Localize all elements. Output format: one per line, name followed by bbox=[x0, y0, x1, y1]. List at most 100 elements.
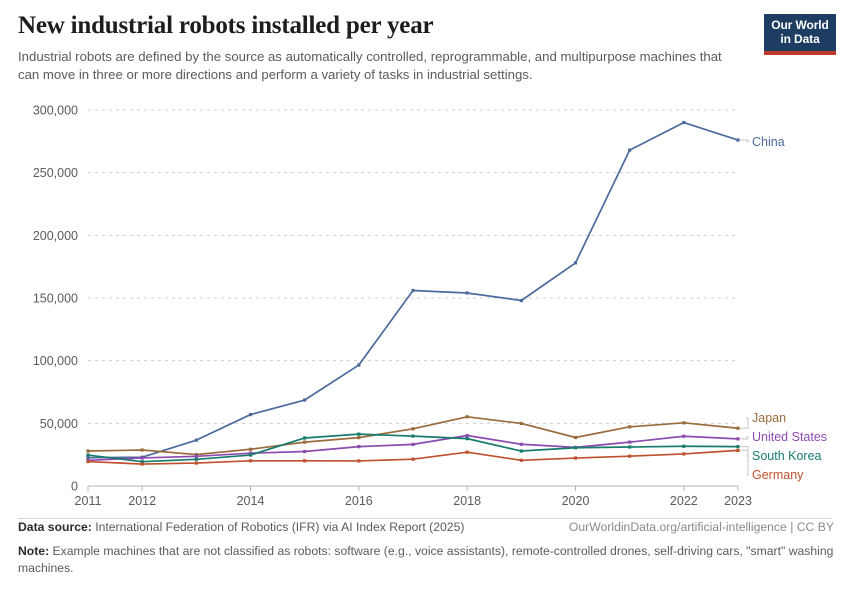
data-point[interactable] bbox=[411, 427, 415, 431]
footer-divider bbox=[18, 518, 832, 519]
data-point[interactable] bbox=[140, 460, 144, 464]
legend-connector-germany bbox=[740, 449, 749, 476]
owid-logo-line2: in Data bbox=[780, 31, 820, 46]
data-point[interactable] bbox=[465, 433, 469, 438]
series-line-south-korea[interactable] bbox=[87, 433, 739, 463]
line-chart-svg[interactable]: 0 50,000 100,000 150,000 200,000 250,000 300,0… bbox=[0, 96, 850, 509]
x-axis-tick-label: 2023 bbox=[724, 494, 752, 508]
legend-label-japan[interactable]: Japan bbox=[752, 411, 786, 425]
data-point[interactable] bbox=[86, 453, 90, 457]
data-point[interactable] bbox=[411, 457, 415, 461]
chart-header: New industrial robots installed per year… bbox=[18, 12, 748, 84]
data-point[interactable] bbox=[248, 447, 253, 451]
data-point[interactable] bbox=[194, 457, 198, 461]
data-point[interactable] bbox=[303, 449, 307, 454]
data-point[interactable] bbox=[357, 436, 361, 440]
data-point[interactable] bbox=[248, 453, 253, 457]
data-point[interactable] bbox=[736, 437, 740, 441]
data-point[interactable] bbox=[357, 445, 361, 449]
data-point[interactable] bbox=[140, 448, 144, 452]
data-point[interactable] bbox=[519, 298, 523, 303]
data-point[interactable] bbox=[303, 459, 307, 463]
data-point[interactable] bbox=[682, 444, 686, 448]
data-point[interactable] bbox=[357, 459, 361, 463]
legend-label-south-korea[interactable]: South Korea bbox=[752, 449, 822, 463]
legend-label-china[interactable]: China bbox=[752, 135, 785, 149]
data-point[interactable] bbox=[736, 426, 740, 430]
data-point[interactable] bbox=[628, 148, 632, 152]
x-axis-tick-label: 2012 bbox=[128, 494, 156, 508]
y-axis-tick-label: 150,000 bbox=[33, 292, 78, 306]
data-point[interactable] bbox=[86, 456, 90, 460]
chart-footer: Data source: International Federation of… bbox=[18, 520, 834, 578]
owid-link[interactable]: OurWorldinData.org/artificial-intelligen… bbox=[568, 520, 834, 534]
legend-connector-china bbox=[740, 139, 749, 143]
y-axis-tick-label: 50,000 bbox=[40, 417, 78, 431]
data-point[interactable] bbox=[194, 461, 198, 465]
data-point[interactable] bbox=[628, 440, 632, 444]
data-point[interactable] bbox=[194, 438, 198, 442]
y-axis-tick-label: 200,000 bbox=[33, 229, 78, 243]
data-point[interactable] bbox=[248, 451, 253, 455]
x-axis-tick-label: 2022 bbox=[670, 494, 698, 508]
data-point[interactable] bbox=[573, 446, 578, 450]
data-point[interactable] bbox=[628, 454, 632, 458]
data-point[interactable] bbox=[682, 421, 686, 425]
chart-subtitle: Industrial robots are defined by the sou… bbox=[18, 48, 722, 82]
x-axis-ticks: 2011 2012 2014 2016 2018 2020 2022 2023 bbox=[75, 486, 752, 508]
data-point[interactable] bbox=[303, 436, 307, 440]
data-point[interactable] bbox=[628, 425, 632, 429]
data-point[interactable] bbox=[573, 456, 578, 460]
x-axis-tick-label: 2011 bbox=[75, 494, 102, 508]
data-point[interactable] bbox=[303, 440, 307, 444]
data-point[interactable] bbox=[573, 261, 578, 265]
data-point[interactable] bbox=[682, 452, 686, 456]
data-point[interactable] bbox=[194, 454, 198, 458]
data-point[interactable] bbox=[736, 445, 740, 449]
data-point[interactable] bbox=[248, 412, 253, 417]
chart-note: Note: Example machines that are not clas… bbox=[18, 543, 834, 578]
data-point[interactable] bbox=[303, 398, 307, 402]
data-series[interactable] bbox=[86, 120, 740, 466]
legend-connector-japan bbox=[740, 417, 749, 429]
series-line-united-states[interactable] bbox=[87, 434, 739, 462]
x-axis-tick-label: 2014 bbox=[237, 494, 265, 508]
legend-label-germany[interactable]: Germany bbox=[752, 468, 804, 482]
data-point[interactable] bbox=[411, 288, 415, 293]
data-point[interactable] bbox=[519, 421, 523, 426]
y-axis-tick-label: 0 bbox=[71, 480, 78, 494]
data-point[interactable] bbox=[682, 434, 686, 438]
owid-logo[interactable]: Our World in Data bbox=[764, 14, 836, 55]
chart-plot-area[interactable]: 0 50,000 100,000 150,000 200,000 250,000 300,0… bbox=[0, 96, 850, 509]
data-point[interactable] bbox=[357, 432, 361, 436]
data-point[interactable] bbox=[465, 291, 469, 295]
data-point[interactable] bbox=[411, 442, 415, 446]
data-point[interactable] bbox=[194, 452, 198, 457]
data-point[interactable] bbox=[465, 450, 469, 454]
data-point[interactable] bbox=[465, 437, 469, 441]
data-point[interactable] bbox=[736, 448, 740, 453]
data-point[interactable] bbox=[248, 459, 253, 463]
data-point[interactable] bbox=[140, 462, 144, 466]
data-point[interactable] bbox=[519, 458, 523, 462]
y-axis-tick-label: 250,000 bbox=[33, 166, 78, 180]
data-point[interactable] bbox=[628, 445, 632, 449]
chart-legend[interactable]: China Japan United States South Korea German… bbox=[740, 135, 827, 482]
data-point[interactable] bbox=[86, 459, 90, 464]
gridlines bbox=[88, 109, 738, 424]
footer-source-row: Data source: International Federation of… bbox=[18, 520, 834, 534]
legend-connector-united-states bbox=[740, 436, 749, 440]
data-point[interactable] bbox=[357, 363, 361, 367]
data-point[interactable] bbox=[682, 120, 686, 125]
data-point[interactable] bbox=[519, 442, 523, 446]
data-point[interactable] bbox=[411, 434, 415, 438]
data-point[interactable] bbox=[573, 435, 578, 440]
data-point[interactable] bbox=[140, 456, 144, 460]
data-point[interactable] bbox=[465, 415, 469, 419]
data-source: Data source: International Federation of… bbox=[18, 520, 464, 534]
data-point[interactable] bbox=[736, 138, 740, 142]
legend-label-united-states[interactable]: United States bbox=[752, 430, 827, 444]
data-source-label: Data source: bbox=[18, 520, 92, 534]
data-point[interactable] bbox=[86, 449, 90, 453]
data-point[interactable] bbox=[519, 449, 523, 453]
